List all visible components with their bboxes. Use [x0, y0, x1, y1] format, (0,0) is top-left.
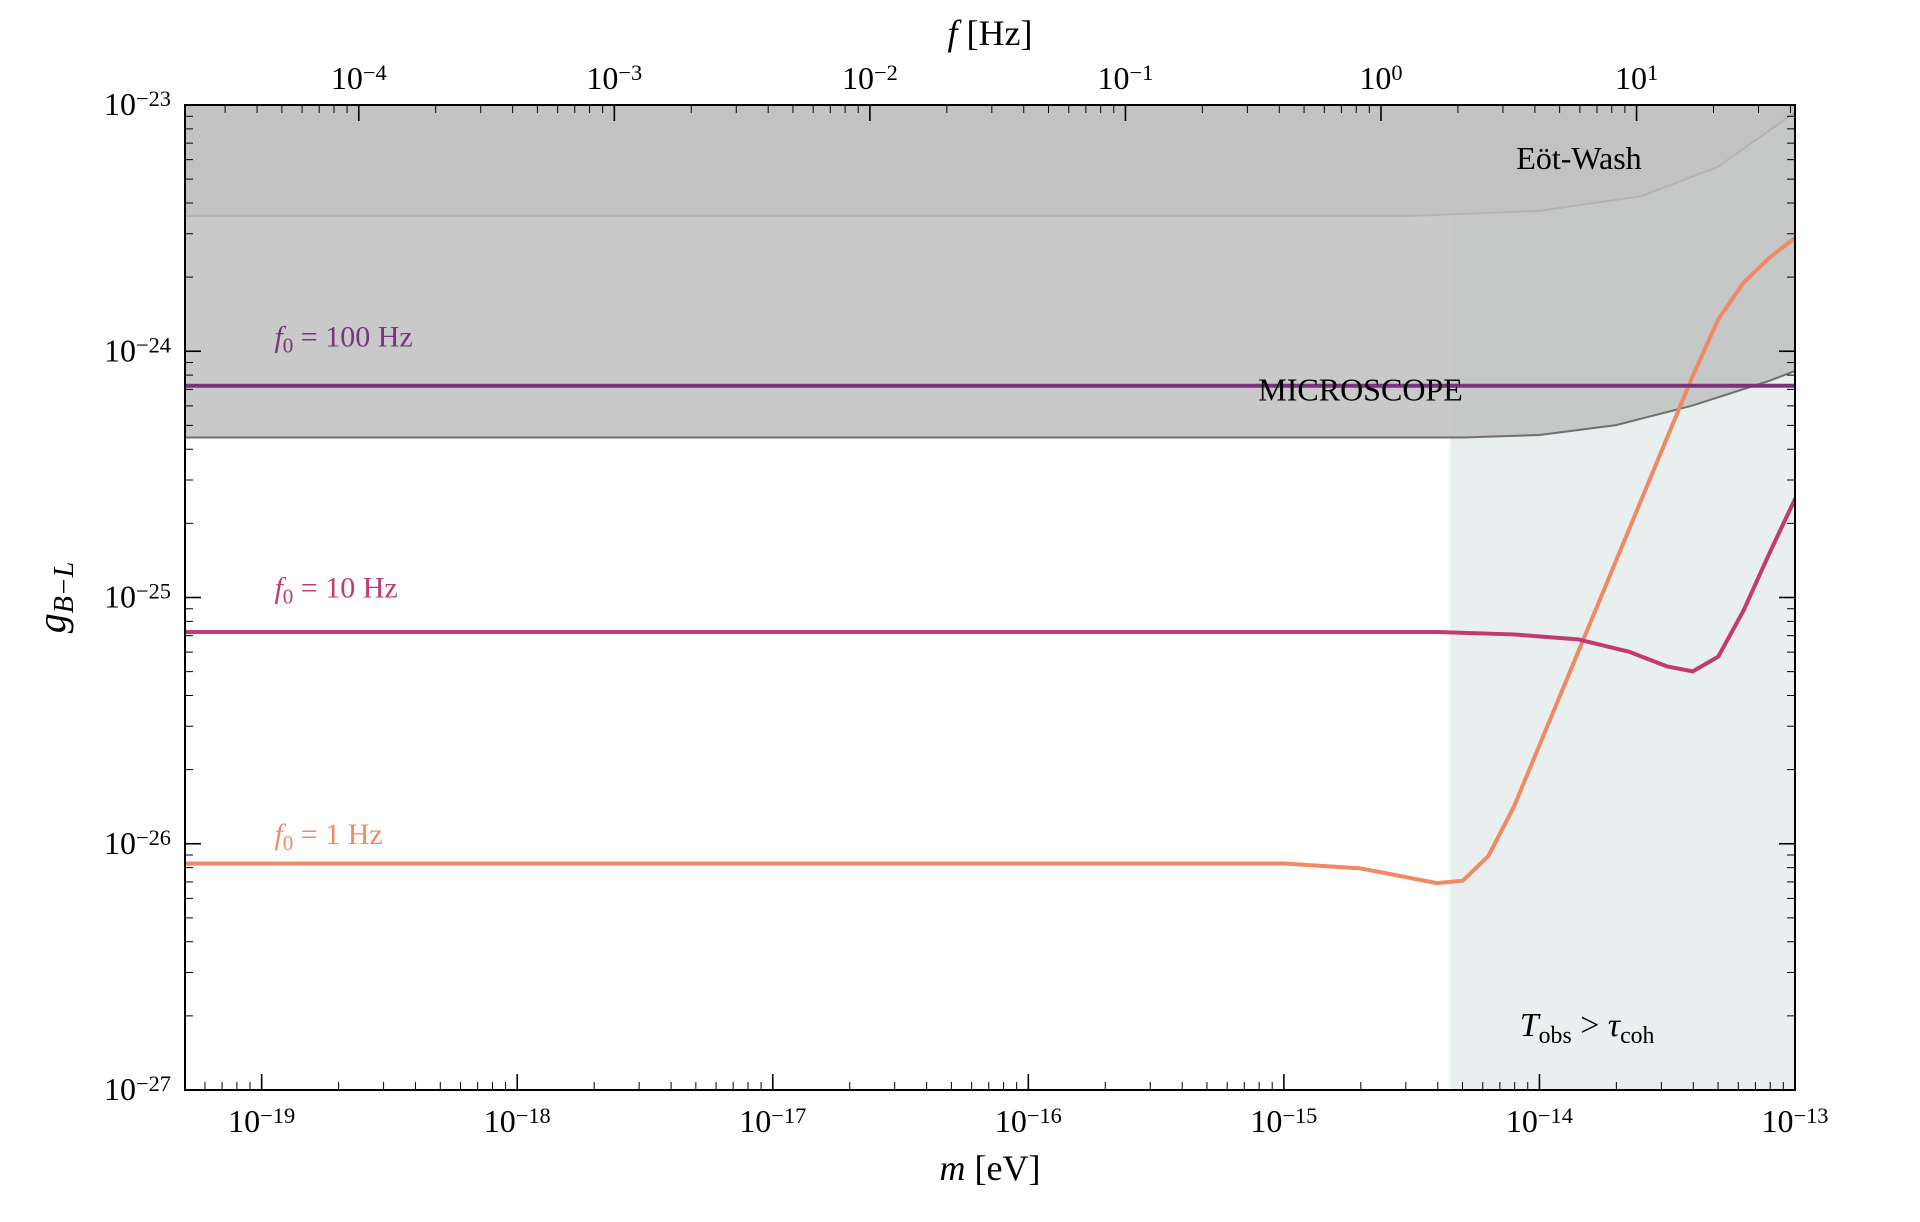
label-f10: f0 = 10 Hz — [274, 572, 397, 609]
chart-container: 10−2710−2610−2510−2410−23gB−L10−1910−181… — [0, 0, 1920, 1222]
label-microscope: MICROSCOPE — [1258, 372, 1463, 408]
label-f100: f0 = 100 Hz — [274, 320, 412, 357]
plot-svg: 10−2710−2610−2510−2410−23gB−L10−1910−181… — [0, 0, 1920, 1222]
label-eotwash: Eöt-Wash — [1516, 140, 1641, 176]
x-bottom-label: m [eV] — [940, 1148, 1041, 1188]
x-top-label: f [Hz] — [948, 13, 1033, 53]
